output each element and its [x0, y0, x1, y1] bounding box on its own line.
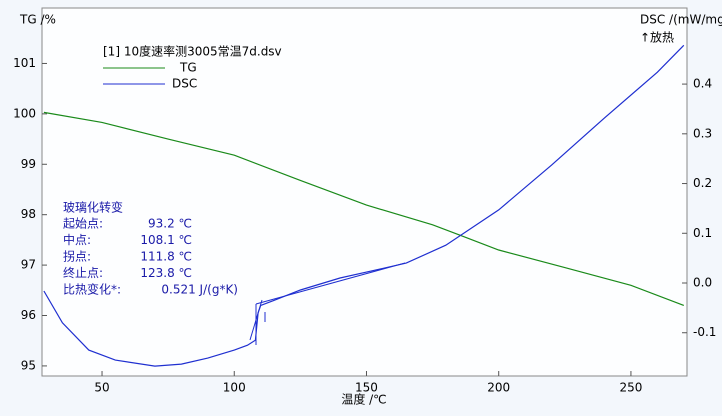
y-tick-label: 98	[21, 207, 36, 221]
annotation-value: 108.1 ℃	[140, 233, 192, 247]
y2-tick-label: 0.1	[693, 226, 712, 240]
legend-title: [1] 10度速率测3005常温7d.dsv	[103, 44, 282, 59]
x-tick-label: 100	[223, 381, 246, 395]
y-tick-label: 100	[13, 106, 36, 120]
legend-label: DSC	[172, 77, 197, 91]
annotation-label: 比热变化*:	[63, 282, 121, 297]
plot-frame	[41, 7, 688, 377]
x-tick-label: 150	[355, 381, 378, 395]
annotation-value: 0.521 J/(g*K)	[161, 283, 238, 297]
series-line	[43, 44, 685, 367]
annotation-title: 玻璃化转变	[63, 200, 123, 215]
y2-tick-label: 0.4	[693, 77, 712, 91]
y2-tick-label: 0.2	[693, 176, 712, 190]
y2-tick-label: -0.1	[693, 325, 716, 339]
annotation-label: 中点:	[63, 232, 91, 247]
x-tick-label: 50	[94, 381, 109, 395]
y-tick-label: 95	[21, 358, 36, 372]
y-tick-label: 101	[13, 56, 36, 70]
legend-label: TG	[179, 61, 197, 75]
annotation-value: 123.8 ℃	[140, 266, 192, 280]
annotation-label: 起始点:	[63, 217, 103, 231]
x-tick-label: 250	[619, 381, 642, 395]
annotation-value: 111.8 ℃	[140, 250, 192, 264]
y-tick-label: 99	[21, 157, 36, 171]
y-tick-label: 97	[21, 258, 36, 272]
annotation-label: 终止点:	[63, 265, 103, 280]
annotation-value: 93.2 ℃	[148, 217, 192, 231]
x-tick-label: 200	[487, 381, 510, 395]
y-axis-label: TG /%	[19, 13, 56, 27]
y2-note: ↑放热	[640, 30, 674, 45]
y2-tick-label: 0.3	[693, 126, 712, 140]
annotation-label: 拐点:	[63, 249, 91, 264]
y2-axis-label: DSC /(mW/mg	[640, 13, 722, 27]
series-line	[43, 111, 685, 306]
x-axis-label: 温度 /℃	[341, 392, 386, 407]
y-tick-label: 96	[21, 308, 36, 322]
y2-tick-label: 0.0	[693, 276, 712, 290]
